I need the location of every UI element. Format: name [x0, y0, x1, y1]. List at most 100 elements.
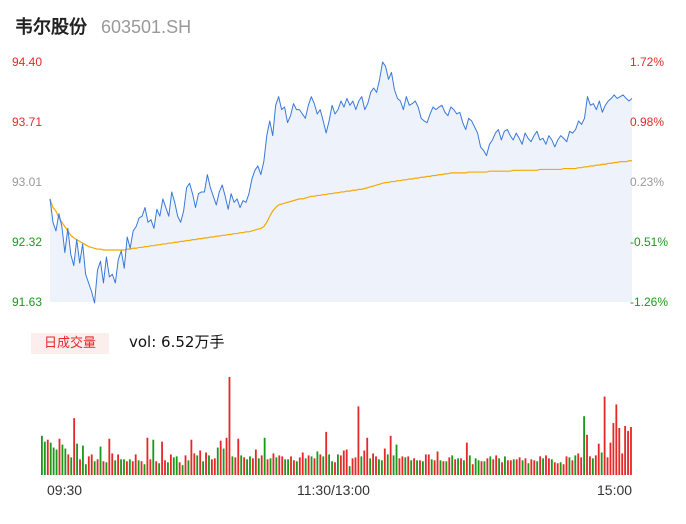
- volume-bar: [275, 457, 278, 475]
- volume-bar: [131, 461, 134, 475]
- volume-bar: [398, 458, 401, 475]
- time-axis-label: 15:00: [597, 482, 633, 498]
- volume-bar: [442, 461, 445, 475]
- volume-bar: [483, 461, 486, 475]
- volume-bar: [228, 377, 231, 475]
- volume-bar: [451, 455, 454, 475]
- volume-bar: [67, 454, 70, 475]
- price-tick-label: 92.32: [12, 235, 43, 249]
- volume-bar: [457, 458, 459, 475]
- volume-bar: [521, 460, 524, 475]
- time-axis-label: 11:30/13:00: [297, 482, 370, 498]
- volume-bar: [454, 459, 457, 475]
- volume-bar: [216, 447, 219, 475]
- volume-bar: [536, 461, 539, 475]
- volume-bar: [477, 460, 480, 475]
- volume-bar: [624, 426, 627, 475]
- volume-bar: [158, 463, 161, 475]
- volume-bar: [234, 457, 237, 475]
- volume-bar: [363, 450, 366, 475]
- volume-bar: [606, 457, 609, 475]
- volume-bar: [105, 462, 108, 475]
- volume-bar: [213, 458, 216, 475]
- volume-bar: [284, 459, 287, 475]
- volume-bar: [58, 438, 61, 475]
- volume-bar: [295, 461, 298, 475]
- volume-bar: [82, 445, 84, 475]
- volume-bar: [222, 448, 225, 475]
- volume-bar: [360, 456, 363, 475]
- volume-bar: [257, 458, 260, 475]
- volume-tag[interactable]: 日成交量: [31, 333, 109, 354]
- volume-bar: [577, 453, 580, 475]
- volume-bar: [161, 441, 163, 475]
- volume-text: vol: 6.52万手: [129, 333, 225, 351]
- volume-bar: [618, 427, 621, 475]
- volume-bar: [342, 450, 345, 475]
- volume-bar: [61, 444, 64, 475]
- volume-bar: [272, 453, 275, 475]
- volume-bar: [199, 450, 202, 475]
- volume-bar: [416, 460, 418, 475]
- pct-tick-label: 0.98%: [630, 115, 665, 129]
- volume-bar: [337, 454, 339, 475]
- volume-bar: [583, 416, 585, 475]
- volume-bar: [293, 460, 295, 475]
- pct-tick-label: 0.23%: [630, 175, 665, 189]
- volume-bar: [316, 451, 319, 475]
- volume-bar: [465, 442, 468, 475]
- volume-bar: [102, 461, 105, 475]
- chart-header: 韦尔股份 603501.SH: [15, 13, 191, 39]
- volume-bar: [421, 461, 424, 475]
- volume-bar: [190, 439, 193, 475]
- volume-bar: [146, 437, 149, 475]
- volume-bar: [419, 460, 421, 475]
- volume-bar: [366, 437, 369, 475]
- price-tick-label: 91.63: [12, 295, 43, 309]
- volume-bar: [410, 460, 413, 475]
- volume-bar: [125, 461, 128, 475]
- volume-bar: [589, 456, 591, 475]
- volume-bar: [501, 462, 503, 475]
- volume-bar: [175, 456, 178, 475]
- volume-bar: [439, 460, 442, 475]
- volume-bar: [140, 461, 143, 475]
- volume-bar: [52, 447, 55, 475]
- volume-bar: [108, 438, 111, 475]
- price-tick-label: 94.40: [12, 55, 43, 69]
- volume-bar: [627, 430, 629, 475]
- price-line: [49, 61, 633, 304]
- volume-bar: [471, 464, 474, 475]
- volume-bar: [237, 438, 240, 475]
- volume-bar: [137, 460, 140, 475]
- volume-bar: [495, 455, 498, 475]
- volume-bar: [530, 459, 533, 475]
- volume-bar: [164, 460, 166, 475]
- volume-bar: [445, 461, 448, 475]
- volume-bar: [172, 457, 175, 475]
- volume-bar: [492, 459, 495, 475]
- volume-bar: [55, 449, 58, 475]
- volume-bar: [545, 455, 547, 475]
- volume-bar: [149, 459, 152, 475]
- stock-code: 603501.SH: [101, 17, 192, 37]
- volume-bar: [612, 423, 615, 475]
- volume-bar: [404, 457, 407, 475]
- volume-bar: [539, 456, 542, 475]
- volume-bar: [87, 456, 90, 475]
- volume-bar: [70, 457, 73, 475]
- volume-bar: [49, 442, 52, 475]
- volume-bar: [463, 460, 465, 475]
- volume-bar: [591, 458, 594, 475]
- volume-bar: [395, 444, 398, 475]
- volume-bar: [597, 443, 600, 475]
- volume-bar: [430, 459, 433, 475]
- volume-bar: [571, 460, 574, 475]
- volume-bar: [351, 458, 354, 475]
- volume-bar: [372, 453, 374, 475]
- volume-bar: [304, 458, 307, 475]
- volume-bar: [134, 454, 137, 475]
- volume-bar: [202, 461, 205, 475]
- volume-bar: [460, 458, 462, 475]
- volume-bar: [375, 456, 377, 475]
